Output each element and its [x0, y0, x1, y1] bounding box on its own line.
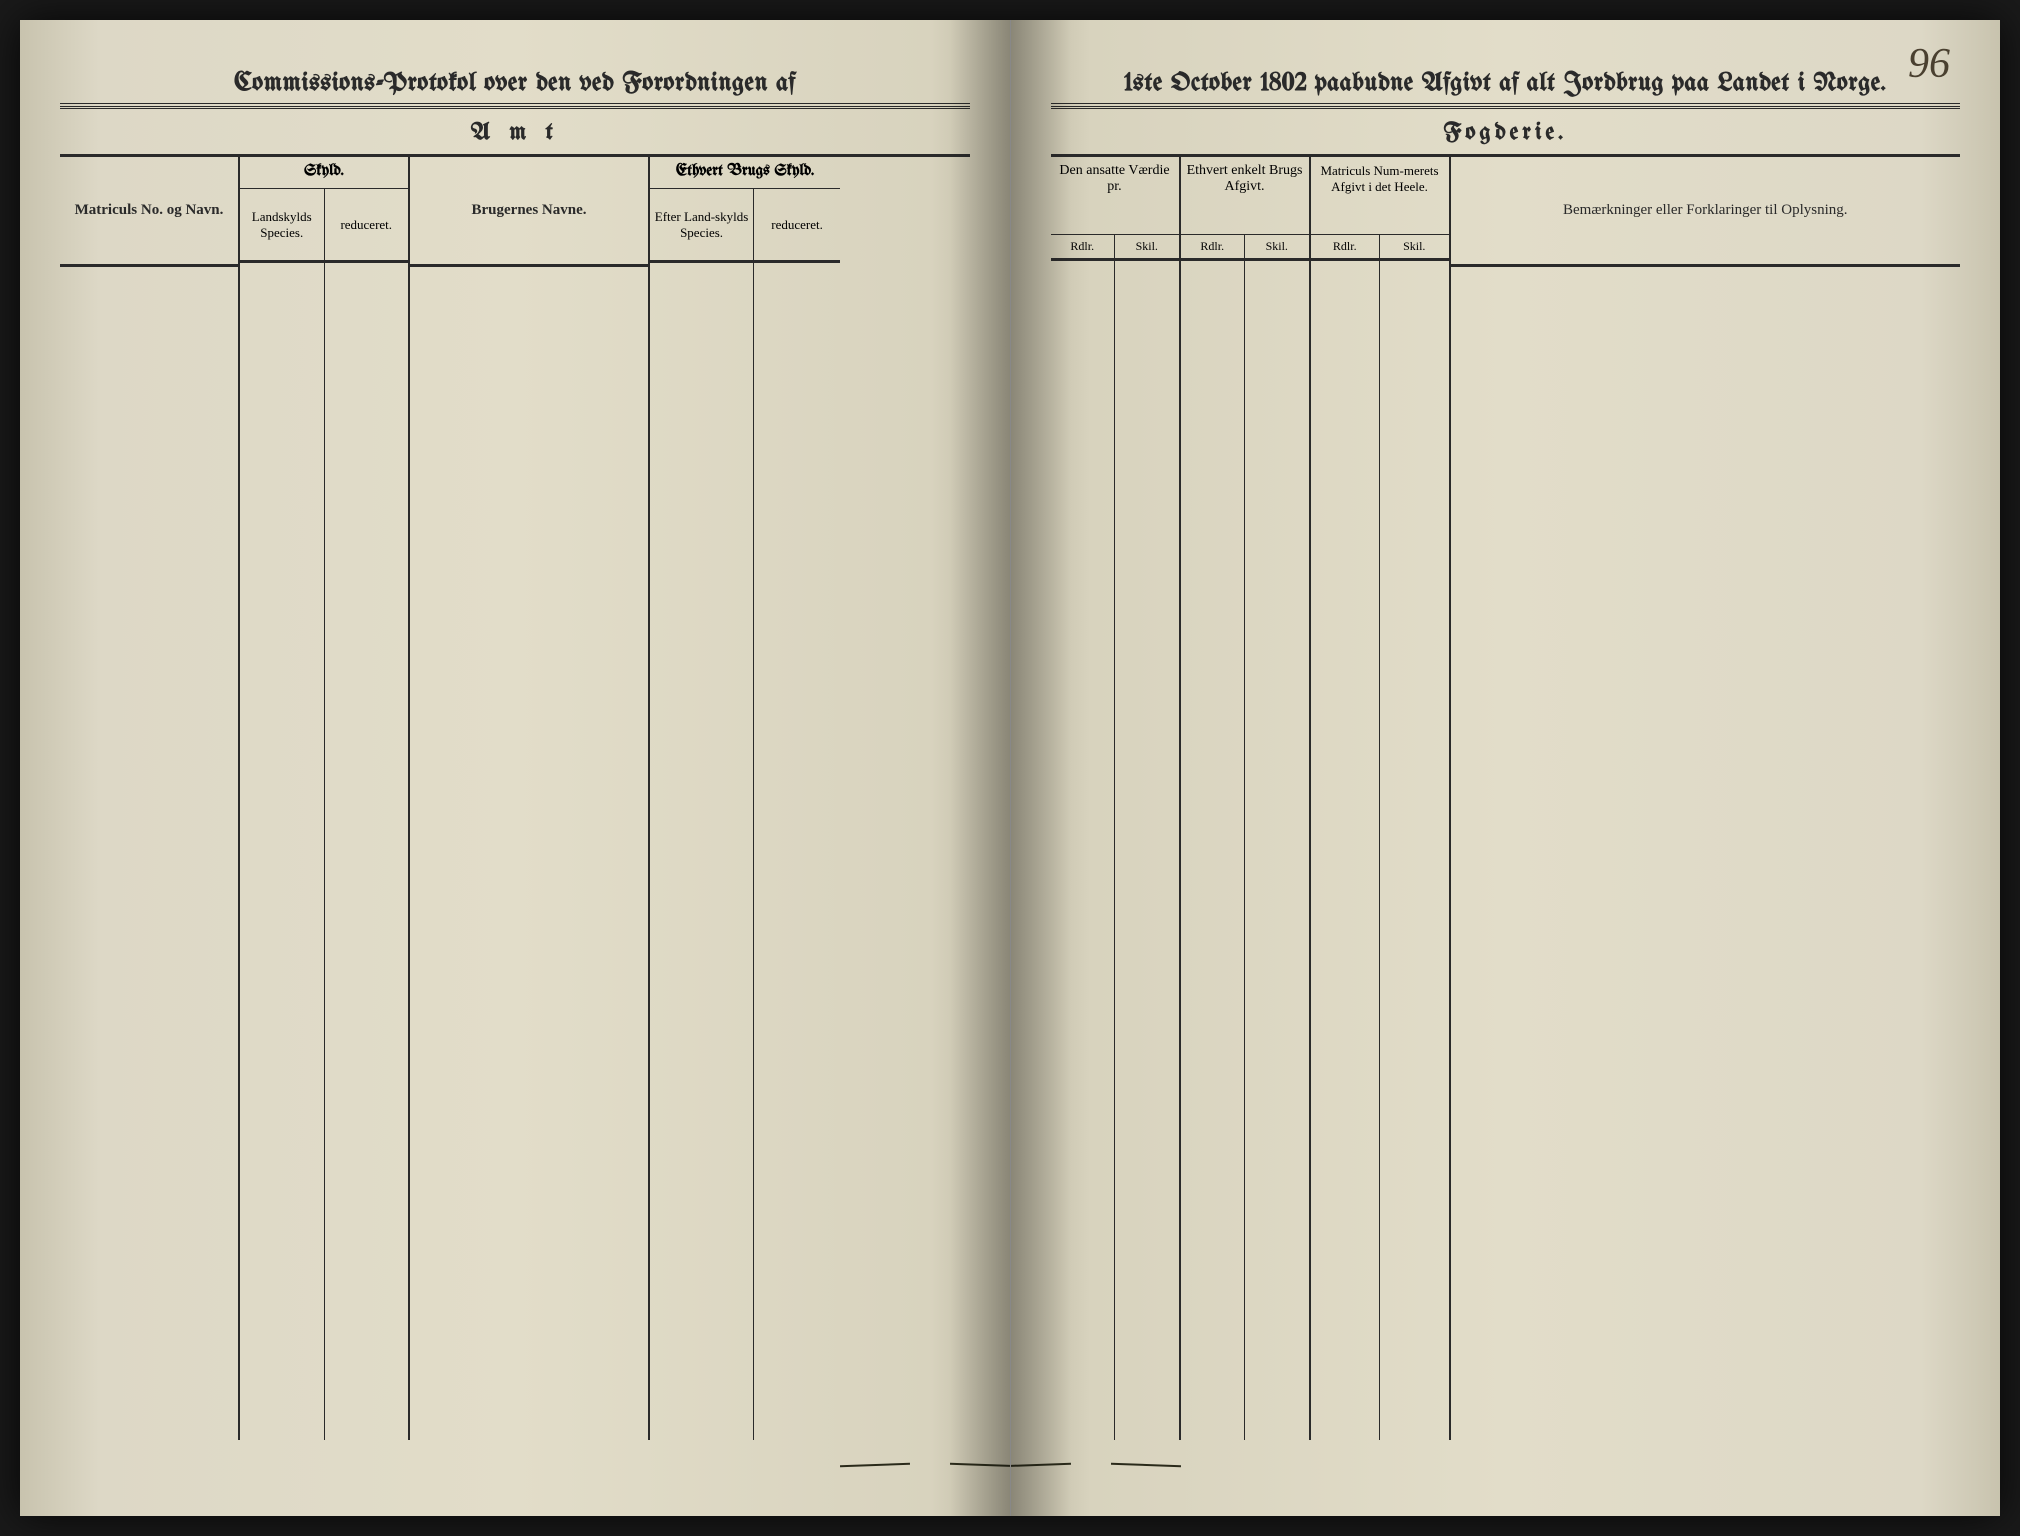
- subtitle-right: Fogderie.: [1051, 121, 1961, 146]
- subhead-ansatte-rdlr: Rdlr.: [1051, 235, 1115, 261]
- subcol-ansatte-skil: Skil.: [1115, 235, 1179, 1440]
- subhead-skyld-reduceret: reduceret.: [325, 189, 409, 263]
- subhead-ethvert-species: Efter Land-skylds Species.: [650, 189, 753, 263]
- subhead-ethvert-reduceret: reduceret.: [754, 189, 840, 263]
- title-rule-right: [1051, 103, 1961, 109]
- subcol-skyld-reduceret: reduceret.: [325, 189, 409, 1440]
- col-ansatte-group: Den ansatte Værdie pr. Rdlr. Skil.: [1051, 157, 1181, 1440]
- subhead-enkelt-rdlr: Rdlr.: [1181, 235, 1245, 261]
- ledger-left: Matriculs No. og Navn. Skyld. Landskylds…: [60, 154, 970, 1440]
- head-matriculs: Matriculs No. og Navn.: [60, 157, 238, 267]
- title-right: 1ste October 1802 paabudne Afgivt af alt…: [1051, 70, 1961, 97]
- head-ethvert: Ethvert Brugs Skyld.: [650, 157, 840, 189]
- subcol-ethvert-species: Efter Land-skylds Species.: [650, 189, 754, 1440]
- col-brugernes: Brugernes Navne.: [410, 157, 650, 1440]
- binding-stitch-left: [840, 1456, 1011, 1476]
- subcol-enkelt-rdlr: Rdlr.: [1181, 235, 1246, 1440]
- ledger-right: Den ansatte Værdie pr. Rdlr. Skil.: [1051, 154, 1961, 1440]
- page-number: 96: [1908, 40, 1950, 88]
- title-left: Commissions-Protokol over den ved Forord…: [60, 70, 970, 97]
- col-nummerets-group: Matriculs Num-merets Afgivt i det Heele.…: [1311, 157, 1451, 1440]
- col-enkelt-group: Ethvert enkelt Brugs Afgivt. Rdlr. Skil.: [1181, 157, 1311, 1440]
- subcol-enkelt-skil: Skil.: [1245, 235, 1309, 1440]
- subcol-ethvert-reduceret: reduceret.: [754, 189, 840, 1440]
- head-enkelt: Ethvert enkelt Brugs Afgivt.: [1181, 157, 1309, 235]
- subhead-nummerets-rdlr: Rdlr.: [1311, 235, 1380, 261]
- subhead-ansatte-skil: Skil.: [1115, 235, 1179, 261]
- head-ansatte: Den ansatte Værdie pr.: [1051, 157, 1179, 235]
- ledger-book: Commissions-Protokol over den ved Forord…: [20, 20, 2000, 1516]
- col-body: [60, 267, 238, 1440]
- binding-stitch-right: [1011, 1456, 1181, 1476]
- left-page: Commissions-Protokol over den ved Forord…: [20, 20, 1011, 1516]
- subcol-ansatte-rdlr: Rdlr.: [1051, 235, 1116, 1440]
- subhead-skyld-species: Landskylds Species.: [240, 189, 324, 263]
- subtitle-left: A m t: [60, 121, 970, 146]
- col-ethvert-group: Ethvert Brugs Skyld. Efter Land-skylds S…: [650, 157, 840, 1440]
- head-nummerets: Matriculs Num-merets Afgivt i det Heele.: [1311, 157, 1449, 235]
- subhead-enkelt-skil: Skil.: [1245, 235, 1309, 261]
- head-bemarkninger: Bemærkninger eller Forklaringer til Oply…: [1451, 157, 1961, 267]
- subhead-nummerets-skil: Skil.: [1380, 235, 1449, 261]
- title-rule-left: [60, 103, 970, 109]
- right-page: 96 1ste October 1802 paabudne Afgivt af …: [1011, 20, 2001, 1516]
- col-matriculs: Matriculs No. og Navn.: [60, 157, 240, 1440]
- head-skyld: Skyld.: [240, 157, 408, 189]
- col-bemarkninger: Bemærkninger eller Forklaringer til Oply…: [1451, 157, 1961, 1440]
- col-skyld-group: Skyld. Landskylds Species. reduceret.: [240, 157, 410, 1440]
- subcol-nummerets-skil: Skil.: [1380, 235, 1449, 1440]
- head-brugernes: Brugernes Navne.: [410, 157, 648, 267]
- subcol-nummerets-rdlr: Rdlr.: [1311, 235, 1381, 1440]
- subcol-skyld-species: Landskylds Species.: [240, 189, 325, 1440]
